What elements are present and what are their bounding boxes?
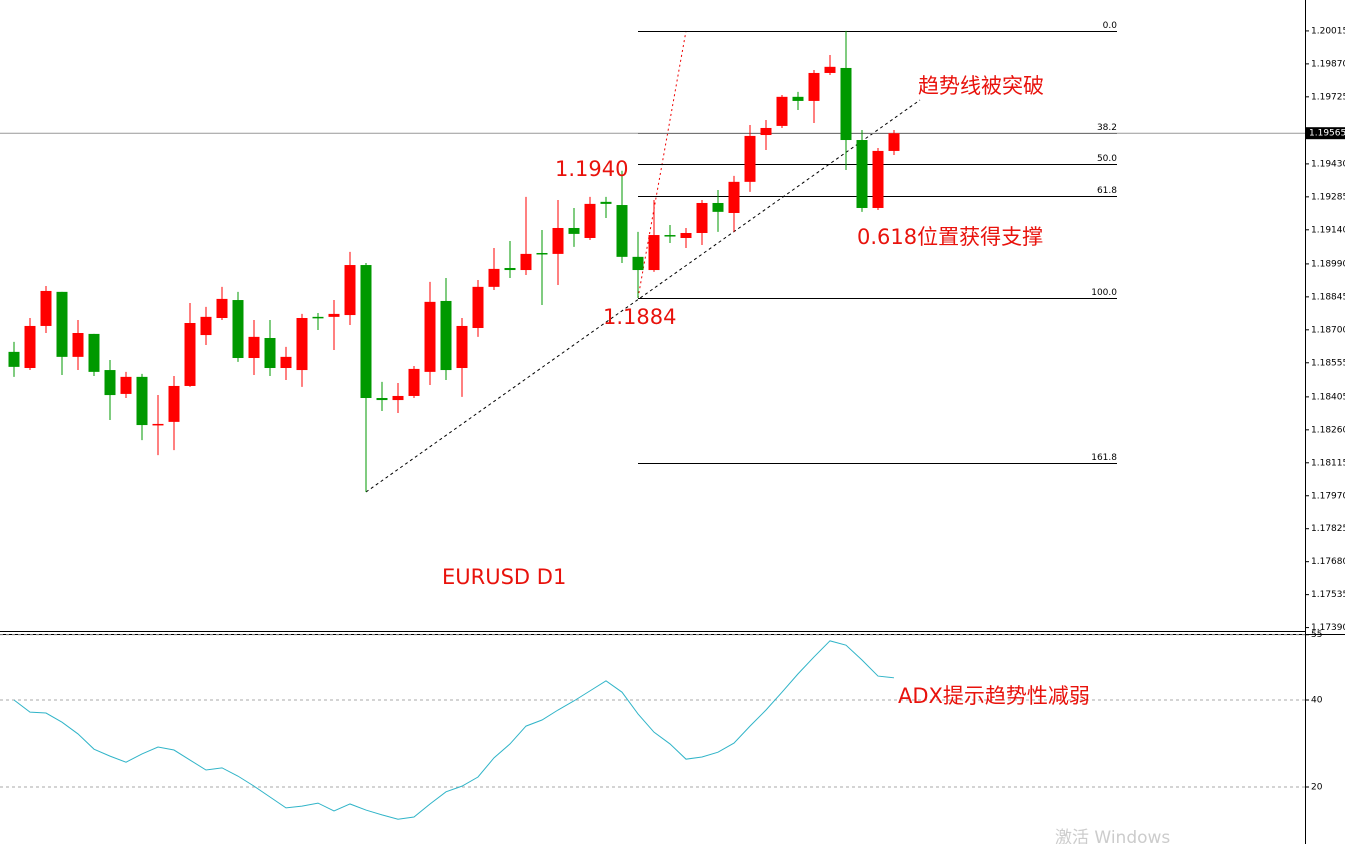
annotation: 趋势线被突破: [918, 74, 1044, 98]
candle-body: [184, 323, 196, 386]
candle-body: [296, 318, 308, 371]
candle-body: [600, 201, 612, 204]
candle-body: [456, 325, 468, 369]
y-tick-label: 1.18405: [1311, 392, 1345, 402]
candle-body: [680, 232, 692, 238]
candle-body: [344, 265, 356, 316]
y-tick-label: 1.18990: [1311, 259, 1345, 269]
current-price-box: [1306, 127, 1345, 140]
current-price-label: 1.19565: [1309, 129, 1345, 139]
y-tick-label: 1.19430: [1311, 159, 1345, 169]
fib-label: 38.2: [1097, 123, 1117, 133]
y-tick-label: 1.19285: [1311, 192, 1345, 202]
candle-body: [696, 202, 708, 233]
y-tick-label: 1.17680: [1311, 557, 1345, 567]
candle-body: [232, 300, 244, 359]
candle-body: [616, 205, 628, 257]
watermark: 激活 Windows: [1055, 828, 1170, 844]
y-tick-label: 1.17390: [1311, 623, 1345, 633]
candle-body: [856, 140, 868, 208]
candle-body: [40, 290, 52, 326]
candle-body: [120, 376, 132, 394]
candle-body: [104, 370, 116, 396]
y-tick-label: 40: [1311, 695, 1323, 705]
adx-line: [13, 640, 895, 820]
candle-body: [792, 96, 804, 101]
candle-body: [56, 291, 68, 357]
candle-body: [760, 127, 772, 136]
candle-body: [776, 96, 788, 126]
candle-body: [72, 333, 84, 357]
candle-body: [440, 300, 452, 371]
candle-body: [264, 338, 276, 369]
candle-body: [824, 66, 836, 73]
candle-body: [200, 316, 212, 336]
candle-body: [88, 333, 100, 372]
candle-body: [328, 313, 340, 317]
candle-body: [648, 235, 660, 271]
y-tick-label: 1.18555: [1311, 358, 1345, 368]
fib-label: 161.8: [1091, 453, 1117, 463]
candle-body: [312, 316, 324, 319]
candle-body: [392, 395, 404, 401]
candle-body: [584, 203, 596, 238]
candle-body: [632, 256, 644, 271]
candle-body: [424, 301, 436, 372]
candle-body: [504, 267, 516, 271]
candle-body: [360, 265, 372, 399]
candle-body: [168, 385, 180, 422]
candle-body: [408, 368, 420, 396]
annotation: 1.1884: [603, 305, 676, 329]
candle-body: [8, 351, 20, 367]
fib-label: 50.0: [1097, 154, 1117, 164]
candle-body: [664, 235, 676, 237]
y-tick-label: 1.19870: [1311, 59, 1345, 69]
candle-body: [136, 376, 148, 426]
y-tick-label: 1.18115: [1311, 458, 1345, 468]
candle-body: [568, 227, 580, 234]
candle-body: [872, 150, 884, 208]
fib-label: 100.0: [1091, 288, 1117, 298]
y-tick-label: 1.18260: [1311, 425, 1345, 435]
candle-body: [728, 181, 740, 213]
y-tick-label: 1.17535: [1311, 590, 1345, 600]
annotation: 1.1940: [555, 157, 628, 181]
y-tick-label: 20: [1311, 783, 1323, 793]
candle-body: [808, 72, 820, 101]
y-tick-label: 1.19725: [1311, 92, 1345, 102]
y-tick-label: 1.17825: [1311, 524, 1345, 534]
annotation: ADX提示趋势性减弱: [898, 684, 1090, 708]
candle-body: [488, 268, 500, 287]
annotation: 0.618位置获得支撑: [857, 225, 1043, 249]
candle-body: [248, 336, 260, 359]
y-tick-label: 1.18700: [1311, 325, 1345, 335]
candle-body: [744, 135, 756, 182]
candle-body: [520, 253, 532, 271]
fib-label: 0.0: [1103, 21, 1118, 31]
candle-body: [152, 423, 164, 426]
candle-body: [24, 325, 36, 369]
candle-body: [712, 202, 724, 212]
candle-body: [376, 398, 388, 401]
y-tick-label: 55: [1311, 630, 1322, 640]
candle-body: [472, 286, 484, 329]
chart-title: EURUSD D1: [442, 565, 566, 589]
candle-body: [888, 133, 900, 151]
y-tick-label: 1.19140: [1311, 225, 1345, 235]
candle-body: [552, 227, 564, 254]
candle-body: [280, 356, 292, 369]
y-tick-label: 1.18845: [1311, 292, 1345, 302]
fib-label: 61.8: [1097, 186, 1117, 196]
candle-body: [536, 252, 548, 255]
candle-body: [216, 298, 228, 319]
y-tick-label: 1.20015: [1311, 26, 1345, 36]
trend-line: [365, 99, 921, 493]
y-tick-label: 1.17970: [1311, 491, 1345, 501]
candle-body: [840, 67, 852, 141]
